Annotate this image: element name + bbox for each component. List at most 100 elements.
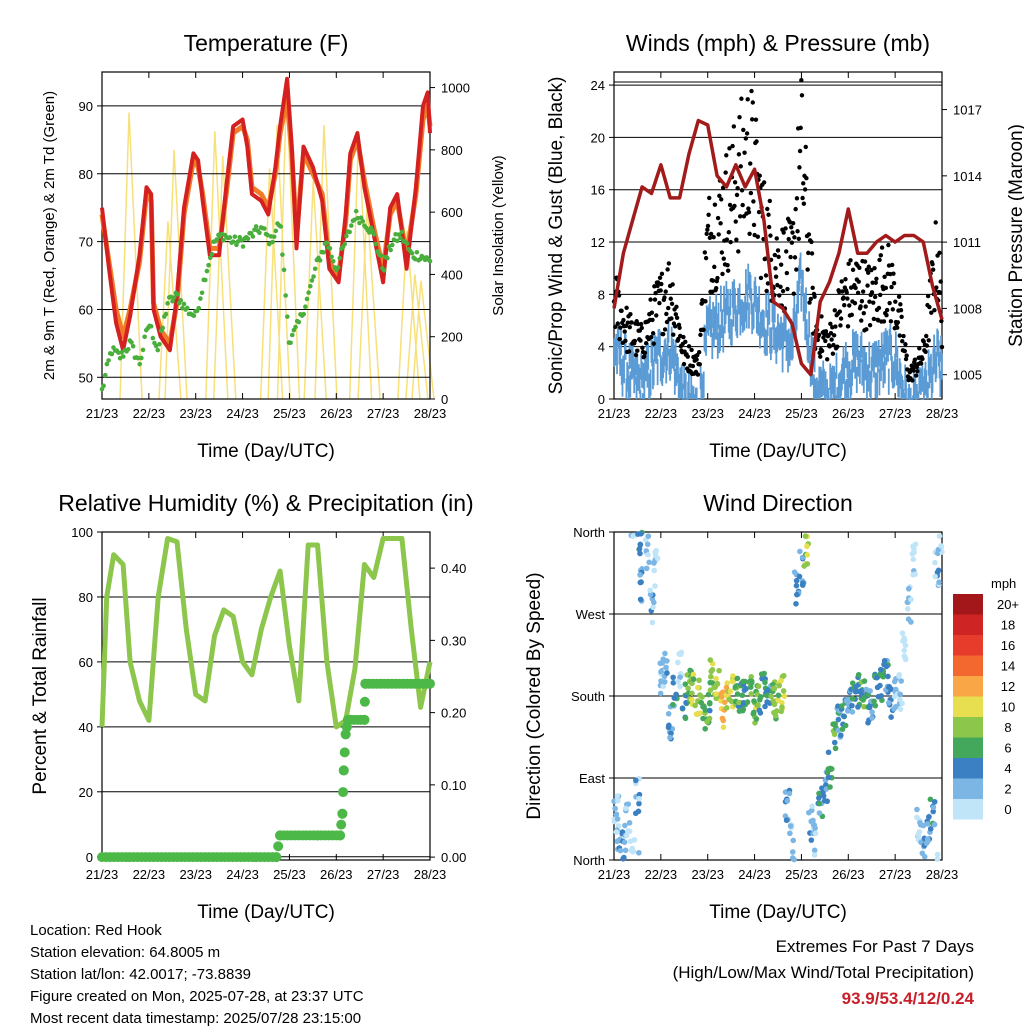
station-elevation: Station elevation: 64.8005 m: [30, 944, 221, 961]
direction-point: [658, 668, 664, 675]
wind-bar: [724, 297, 727, 325]
gust-point: [751, 222, 757, 228]
dewpoint-point: [101, 383, 106, 389]
precip-point: [273, 841, 284, 852]
y-tick-label: 80: [79, 167, 93, 182]
gust-point: [872, 266, 877, 271]
direction-point: [707, 657, 714, 663]
wind-bar: [807, 336, 810, 364]
legend-label: 12: [1001, 679, 1015, 694]
gust-point: [703, 299, 708, 304]
direction-point: [877, 670, 884, 677]
gust-point: [856, 279, 861, 284]
wind-bar: [629, 371, 632, 398]
wind-bar: [747, 263, 750, 290]
gust-point: [917, 346, 922, 351]
gust-point: [638, 338, 643, 343]
direction-point: [696, 677, 702, 684]
dewpoint-point: [358, 215, 364, 220]
gust-point: [869, 290, 875, 295]
gust-point: [828, 321, 833, 327]
precip-point: [425, 678, 435, 689]
direction-point: [869, 709, 875, 715]
dewpoint-point: [196, 305, 202, 311]
dewpoint-point: [106, 358, 111, 363]
wind-bar: [877, 339, 880, 367]
dewpoint-point: [353, 208, 359, 214]
gust-point: [786, 236, 791, 242]
direction-point: [809, 803, 815, 809]
wind-bar: [773, 323, 775, 350]
dewpoint-point: [257, 230, 262, 236]
direction-point: [734, 691, 741, 697]
gust-point: [934, 285, 939, 290]
wind-bar: [805, 319, 808, 346]
y2-axis-title: Station Pressure (Maroon): [1006, 124, 1024, 347]
gust-point: [654, 313, 659, 318]
y-tick-label: 80: [79, 590, 93, 605]
wind-bar: [851, 329, 854, 356]
gust-point: [619, 308, 624, 314]
gust-point: [662, 327, 668, 332]
gust-point: [866, 264, 872, 269]
direction-point: [772, 712, 779, 719]
insolation-spike: [314, 124, 338, 400]
gust-point: [835, 344, 840, 349]
speed-legend: mph 20+ 18 16 14 12 10 8 6 4 2 0: [953, 576, 1019, 820]
gust-point: [899, 314, 904, 320]
wind-bar: [851, 359, 853, 386]
gust-point: [617, 336, 622, 342]
direction-point: [750, 710, 757, 717]
direction-point: [678, 649, 685, 656]
dewpoint-point: [206, 262, 211, 268]
dewpoint-point: [221, 238, 226, 243]
gust-point: [789, 240, 795, 245]
panel-title: Temperature (F): [184, 30, 349, 56]
series-gust: [611, 78, 945, 383]
legend-swatch: [953, 778, 983, 799]
direction-point: [652, 583, 658, 589]
wind-bar: [758, 286, 761, 313]
gust-point: [862, 259, 868, 264]
wind-bar: [645, 343, 648, 370]
wind-bar: [829, 363, 832, 390]
gust-point: [737, 214, 743, 219]
direction-point: [747, 678, 754, 684]
direction-point: [613, 811, 620, 818]
direction-point: [811, 847, 818, 854]
gust-point: [903, 342, 908, 347]
gust-point: [772, 252, 778, 258]
direction-point: [930, 808, 937, 815]
gust-point: [842, 303, 847, 308]
dewpoint-point: [283, 293, 288, 298]
wind-bar: [732, 300, 735, 327]
dewpoint-point: [198, 296, 203, 301]
gust-point: [801, 181, 806, 186]
wind-bar: [827, 387, 830, 399]
gust-point: [731, 124, 737, 129]
direction-point: [927, 796, 934, 803]
dewpoint-point: [393, 231, 398, 237]
direction-point: [636, 795, 642, 802]
wind-bar: [882, 361, 885, 388]
direction-point: [713, 691, 719, 697]
y-tick-label: East: [579, 771, 605, 786]
dewpoint-point: [184, 305, 190, 311]
y-tick-label: 24: [591, 78, 605, 93]
x-tick-label: 27/23: [367, 867, 400, 882]
gust-point: [669, 301, 675, 306]
dewpoint-point: [301, 311, 307, 317]
x-tick-label: 22/23: [133, 406, 166, 421]
gust-point: [774, 236, 779, 241]
dewpoint-point: [170, 298, 175, 304]
gust-point: [802, 187, 808, 192]
direction-point: [662, 650, 668, 657]
wind-bar: [867, 365, 870, 392]
wind-bar: [917, 391, 920, 399]
direction-point: [790, 837, 797, 844]
wind-bar: [624, 333, 627, 360]
gust-point: [737, 114, 742, 120]
direction-point: [620, 855, 626, 862]
direction-point: [623, 805, 629, 812]
